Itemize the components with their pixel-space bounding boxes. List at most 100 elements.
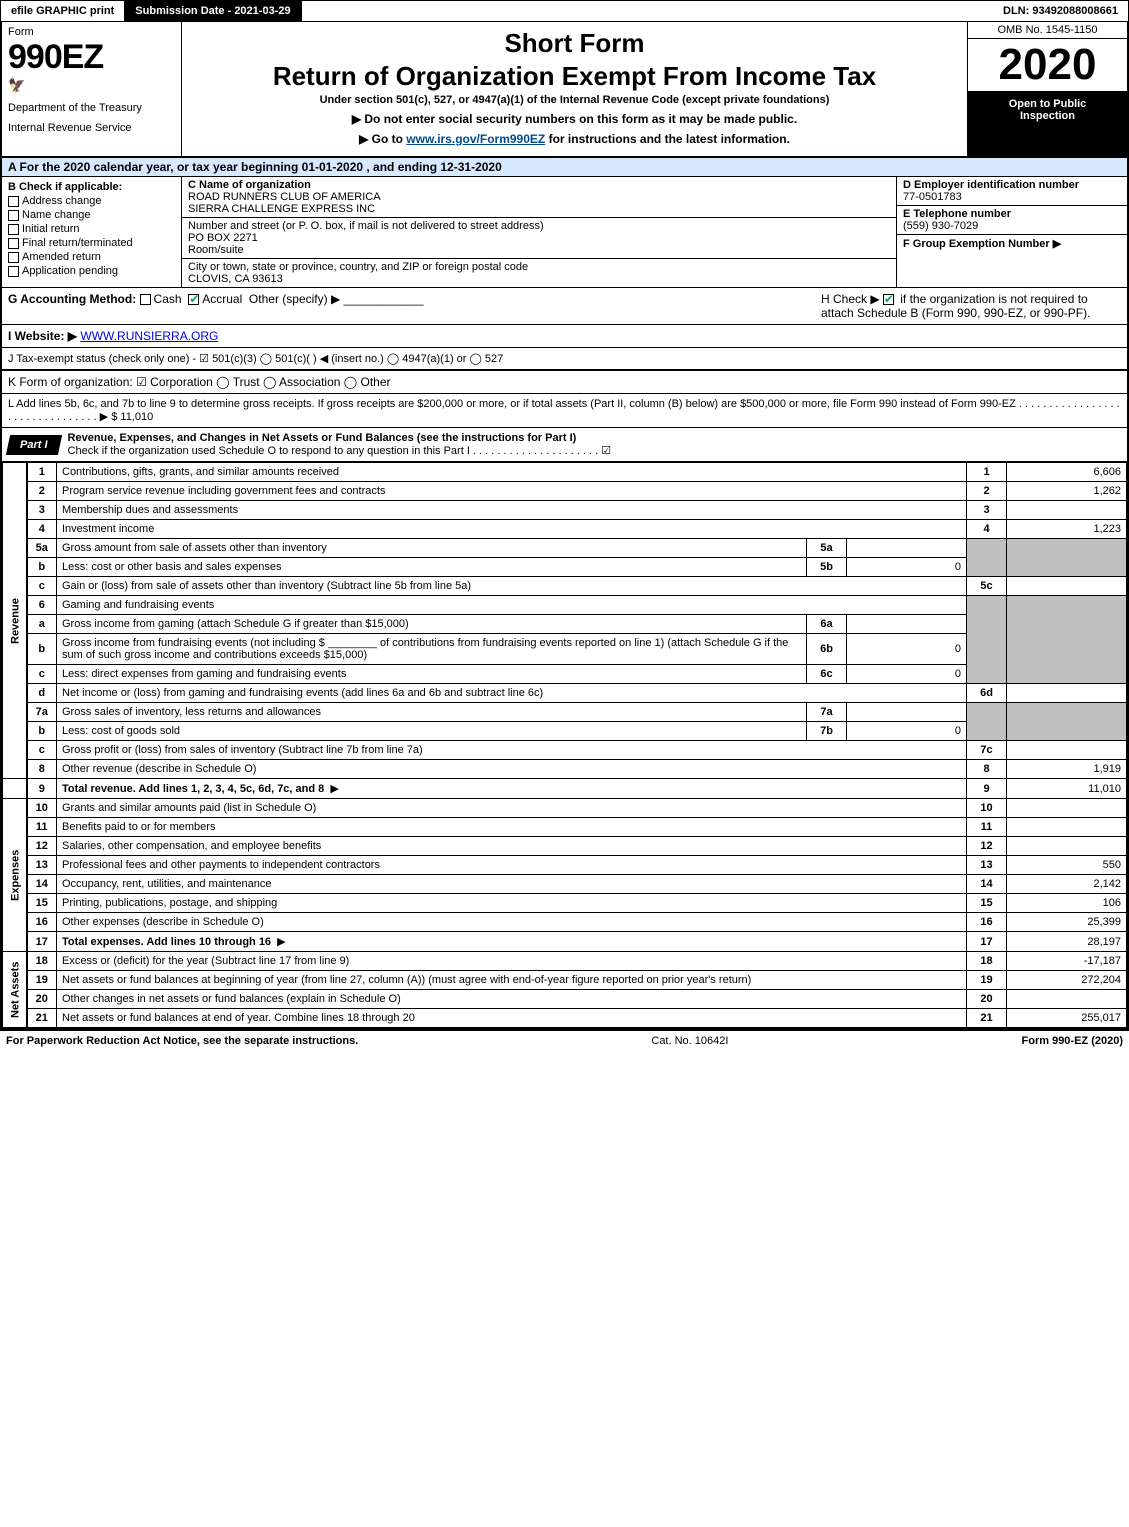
line-13-value: 550 xyxy=(1007,856,1127,875)
page-footer: For Paperwork Reduction Act Notice, see … xyxy=(0,1030,1129,1051)
tax-year: 2020 xyxy=(968,39,1127,92)
part-i-tab: Part I xyxy=(6,435,62,455)
g-label: G Accounting Method: xyxy=(8,292,136,306)
line-16-value: 25,399 xyxy=(1007,913,1127,932)
line-15-value: 106 xyxy=(1007,894,1127,913)
title-short-form: Short Form xyxy=(190,28,959,59)
cb-address-change[interactable]: Address change xyxy=(8,195,175,207)
cb-amended-return[interactable]: Amended return xyxy=(8,251,175,263)
dept-label: Department of the Treasury xyxy=(8,102,175,114)
row-l: L Add lines 5b, 6c, and 7b to line 9 to … xyxy=(2,394,1127,428)
top-toolbar: efile GRAPHIC print Submission Date - 20… xyxy=(0,0,1129,22)
irs-label: Internal Revenue Service xyxy=(8,122,175,134)
form-meta-block: OMB No. 1545-1150 2020 Open to Public In… xyxy=(967,22,1127,156)
line-9-value: 11,010 xyxy=(1007,779,1127,799)
cb-initial-return[interactable]: Initial return xyxy=(8,223,175,235)
line-11-value xyxy=(1007,818,1127,837)
row-i: I Website: ▶ WWW.RUNSIERRA.ORG xyxy=(2,325,1127,348)
line-1-value: 6,606 xyxy=(1007,463,1127,482)
cb-application-pending[interactable]: Application pending xyxy=(8,265,175,277)
irs-link[interactable]: www.irs.gov/Form990EZ xyxy=(406,132,545,146)
line-3-value xyxy=(1007,501,1127,520)
line-6a-value xyxy=(847,615,967,634)
ein-value: 77-0501783 xyxy=(903,191,962,203)
footer-catalog: Cat. No. 10642I xyxy=(358,1035,1021,1047)
row-g-h: G Accounting Method: Cash Accrual Other … xyxy=(2,288,1127,325)
form-number: 990EZ xyxy=(8,38,175,77)
line-5a-value xyxy=(847,539,967,558)
line-5c-value xyxy=(1007,577,1127,596)
line-8-value: 1,919 xyxy=(1007,760,1127,779)
box-d-e-f: D Employer identification number 77-0501… xyxy=(897,177,1127,287)
cb-cash[interactable] xyxy=(140,294,151,305)
cb-schedule-b[interactable] xyxy=(883,294,894,305)
row-h: H Check ▶ if the organization is not req… xyxy=(821,292,1121,320)
tel-value: (559) 930-7029 xyxy=(903,220,978,232)
cb-name-change[interactable]: Name change xyxy=(8,209,175,221)
form-title-block: Short Form Return of Organization Exempt… xyxy=(182,22,967,156)
website-link[interactable]: WWW.RUNSIERRA.ORG xyxy=(80,329,218,343)
dln-label: DLN: 93492088008661 xyxy=(993,1,1128,21)
ein-label: D Employer identification number xyxy=(903,179,1079,191)
line-4-value: 1,223 xyxy=(1007,520,1127,539)
box-b-label: B Check if applicable: xyxy=(8,181,175,193)
line-18-value: -17,187 xyxy=(1007,952,1127,971)
period-row: A For the 2020 calendar year, or tax yea… xyxy=(2,158,1127,177)
inspection-badge: Open to Public Inspection xyxy=(968,92,1127,156)
footer-right: Form 990-EZ (2020) xyxy=(1022,1035,1123,1047)
gross-receipts-value: $ 11,010 xyxy=(111,411,153,423)
form-body: Form 990EZ 🦅 Department of the Treasury … xyxy=(0,22,1129,1030)
street-label: Number and street (or P. O. box, if mail… xyxy=(188,220,544,232)
org-name-2: SIERRA CHALLENGE EXPRESS INC xyxy=(188,203,375,215)
part-i-header: Part I Revenue, Expenses, and Changes in… xyxy=(2,428,1127,462)
box-c: C Name of organization ROAD RUNNERS CLUB… xyxy=(182,177,897,287)
lines-table: Revenue 1 Contributions, gifts, grants, … xyxy=(2,462,1127,1028)
org-name-1: ROAD RUNNERS CLUB OF AMERICA xyxy=(188,191,381,203)
line-20-value xyxy=(1007,990,1127,1009)
form-header: Form 990EZ 🦅 Department of the Treasury … xyxy=(2,22,1127,158)
line-10-value xyxy=(1007,799,1127,818)
line-7b-value: 0 xyxy=(847,722,967,741)
city-value: CLOVIS, CA 93613 xyxy=(188,273,283,285)
expenses-sidelabel: Expenses xyxy=(3,799,27,952)
row-k: K Form of organization: ☑ Corporation ◯ … xyxy=(2,371,1127,394)
line-7a-value xyxy=(847,703,967,722)
line-6b-value: 0 xyxy=(847,634,967,665)
title-return: Return of Organization Exempt From Incom… xyxy=(190,61,959,92)
revenue-sidelabel: Revenue xyxy=(3,463,27,779)
city-label: City or town, state or province, country… xyxy=(188,261,528,273)
line-6c-value: 0 xyxy=(847,665,967,684)
line-21-value: 255,017 xyxy=(1007,1009,1127,1028)
cb-final-return[interactable]: Final return/terminated xyxy=(8,237,175,249)
line-17-value: 28,197 xyxy=(1007,932,1127,952)
box-b: B Check if applicable: Address change Na… xyxy=(2,177,182,287)
line-12-value xyxy=(1007,837,1127,856)
row-j: J Tax-exempt status (check only one) - ☑… xyxy=(2,348,1127,371)
ssn-note: ▶ Do not enter social security numbers o… xyxy=(190,112,959,126)
efile-print-button[interactable]: efile GRAPHIC print xyxy=(1,1,125,21)
street-value: PO BOX 2271 xyxy=(188,232,258,244)
footer-left: For Paperwork Reduction Act Notice, see … xyxy=(6,1035,358,1047)
form-id-block: Form 990EZ 🦅 Department of the Treasury … xyxy=(2,22,182,156)
line-7c-value xyxy=(1007,741,1127,760)
line-6d-value xyxy=(1007,684,1127,703)
submission-date-button[interactable]: Submission Date - 2021-03-29 xyxy=(125,1,301,21)
info-grid: B Check if applicable: Address change Na… xyxy=(2,177,1127,288)
cb-accrual[interactable] xyxy=(188,294,199,305)
line-2-value: 1,262 xyxy=(1007,482,1127,501)
goto-note: ▶ Go to www.irs.gov/Form990EZ for instru… xyxy=(190,132,959,146)
subtitle: Under section 501(c), 527, or 4947(a)(1)… xyxy=(190,94,959,106)
line-19-value: 272,204 xyxy=(1007,971,1127,990)
form-word: Form xyxy=(8,26,175,38)
group-exemption-label: F Group Exemption Number ▶ xyxy=(903,238,1061,250)
line-5b-value: 0 xyxy=(847,558,967,577)
name-label: C Name of organization xyxy=(188,179,311,191)
part-i-check-note: Check if the organization used Schedule … xyxy=(68,445,612,457)
netassets-sidelabel: Net Assets xyxy=(3,952,27,1028)
omb-number: OMB No. 1545-1150 xyxy=(968,22,1127,39)
tel-label: E Telephone number xyxy=(903,208,1011,220)
irs-logo-icon: 🦅 xyxy=(8,77,175,94)
room-suite: Room/suite xyxy=(188,244,890,256)
line-14-value: 2,142 xyxy=(1007,875,1127,894)
part-i-title: Revenue, Expenses, and Changes in Net As… xyxy=(60,428,1127,461)
